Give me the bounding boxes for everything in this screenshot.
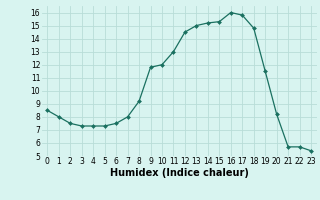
X-axis label: Humidex (Indice chaleur): Humidex (Indice chaleur) bbox=[110, 168, 249, 178]
